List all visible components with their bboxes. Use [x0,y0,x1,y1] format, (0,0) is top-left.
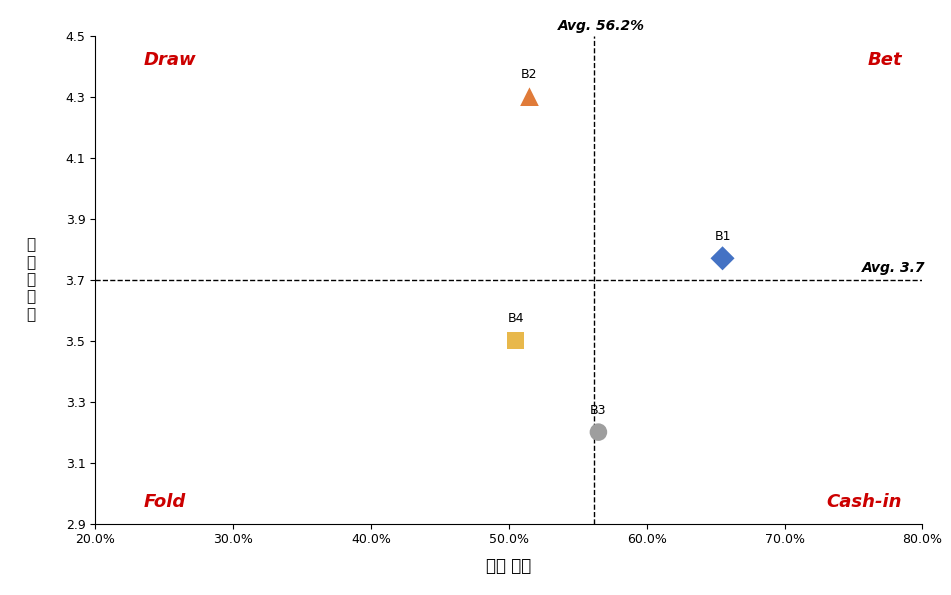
Y-axis label: 기
술
이
평
균: 기 술 이 평 균 [27,237,35,322]
Point [591,427,606,437]
Text: Bet: Bet [867,51,902,69]
Text: B2: B2 [521,68,537,82]
Text: B1: B1 [714,230,730,243]
Point [715,253,730,263]
Text: B3: B3 [591,404,607,417]
Point [522,92,537,101]
Text: Avg. 3.7: Avg. 3.7 [862,261,925,275]
Text: B4: B4 [508,312,524,325]
Text: Draw: Draw [144,51,196,69]
Point [508,336,523,345]
Text: Avg. 56.2%: Avg. 56.2% [557,18,645,33]
Text: Fold: Fold [144,493,185,511]
Text: Cash-in: Cash-in [826,493,902,511]
X-axis label: 기술 수준: 기술 수준 [486,558,532,575]
